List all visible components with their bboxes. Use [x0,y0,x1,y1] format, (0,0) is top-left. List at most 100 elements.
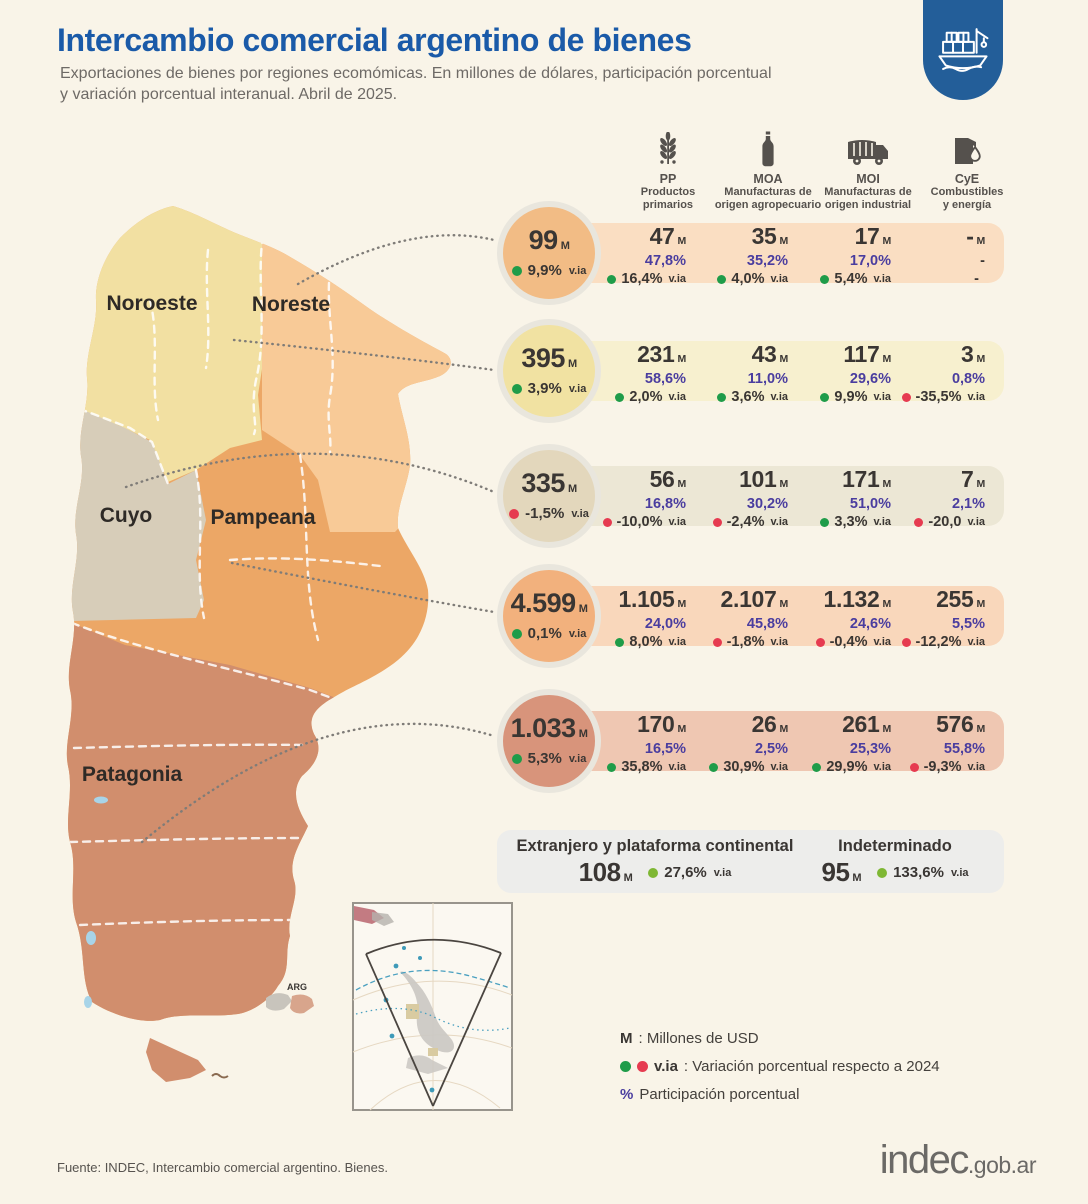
trend-dot [607,275,617,284]
legend-millions: M: Millones de USD [620,1030,759,1047]
legend-variation: v.ia: Variación porcentual respecto a 20… [620,1058,940,1075]
column-header-moa: MOA Manufacturas de origen agropecuario [708,128,828,211]
region-total-badge-patagonia: 1.033 M 5,3% v.ia [497,689,601,793]
trend-dot [602,518,612,527]
region-total: 335 M [521,468,577,498]
row-strip-pampeana [556,586,1004,646]
trend-dot [509,508,520,519]
green-dot-icon [620,1061,631,1072]
cell-pampeana-moa: 2.107 M 45,8% -1,8% v.ia [656,588,788,652]
cell-patagonia-pp: 170 M 16,5% 35,8% v.ia [554,713,686,777]
map-label-noroeste: Noroeste [106,292,197,315]
region-total-badge-noroeste: 395 M 3,9% v.ia [497,319,601,423]
region-total: 395 M [521,343,577,373]
region-variation: 0,1% v.ia [511,625,586,642]
cell-pampeana-moi: 1.132 M 24,6% -0,4% v.ia [759,588,891,652]
trend-dot [615,393,625,402]
map-label-patagonia: Patagonia [82,763,183,786]
trend-dot [511,383,522,394]
trend-dot [717,393,727,402]
column-code: CyE [954,172,980,186]
region-total-badge-pampeana: 4.599 M 0,1% v.ia [497,564,601,668]
extra-extranjero: Extranjero y plataforma continental 108 M… [516,837,794,887]
indec-logo: indec .gob.ar [879,1138,1037,1182]
trend-dot [712,518,722,527]
cell-noreste-pp: 47 M 47,8% 16,4% v.ia [554,225,686,289]
page-subtitle: Exportaciones de bienes por regiones eco… [60,65,772,103]
trend-dot [709,763,719,772]
truck-icon [808,128,928,168]
bottle-icon [708,128,828,168]
region-variation: -1,5% v.ia [509,505,589,522]
column-code: MOI [856,172,880,186]
region-total-badge-cuyo: 335 M -1,5% v.ia [497,444,601,548]
antarctic-peninsula-shape [400,971,455,1053]
cell-cuyo-moi: 171 M 51,0% 3,3% v.ia [759,468,891,532]
trend-dot [815,638,825,647]
malvinas-label: ARG [287,982,307,992]
column-code: MOA [753,172,783,186]
cell-pampeana-cye: 255 M 5,5% -12,2% v.ia [853,588,985,652]
column-header-moi: MOI Manufacturas de origen industrial [808,128,928,211]
trend-dot [909,763,919,772]
extra-indeterminado: Indeterminado 95 M 133,6% v.ia [821,837,969,887]
cell-noreste-moi: 17 M 17,0% 5,4% v.ia [759,225,891,289]
cell-patagonia-cye: 576 M 55,8% -9,3% v.ia [853,713,985,777]
trend-dot [914,518,924,527]
cell-pampeana-pp: 1.105 M 24,0% 8,0% v.ia [554,588,686,652]
trend-dot [511,265,522,276]
column-header-pp: PP Productos primarios [608,128,728,211]
trend-dot [615,638,625,647]
cell-noreste-cye: -M - - [966,223,985,288]
trend-dot [877,867,888,878]
map-label-pampeana: Pampeana [210,506,315,529]
legend: M: Millones de USD v.ia: Variación porce… [620,1030,940,1114]
map-label-noreste: Noreste [252,293,330,316]
connector-lines [124,234,496,844]
region-variation: 3,9% v.ia [511,380,586,397]
cargo-ship-icon [938,28,989,72]
cell-patagonia-moa: 26 M 2,5% 30,9% v.ia [656,713,788,777]
page-title: Intercambio comercial argentino de biene… [57,22,692,58]
trend-dot [717,275,727,284]
row-strip-noreste [556,223,1004,283]
trend-dot [712,638,722,647]
cell-noroeste-pp: 231 M 58,6% 2,0% v.ia [554,343,686,407]
region-total: 4.599 M [510,588,588,618]
trend-dot [901,393,911,402]
cell-cuyo-pp: 56 M 16,8% -10,0% v.ia [554,468,686,532]
trend-dot [812,763,822,772]
column-code: PP [659,172,677,186]
legend-share: % Participación porcentual [620,1086,800,1103]
row-strip-cuyo [556,466,1004,526]
isla-estados-shape [211,1073,229,1079]
region-variation: 9,9% v.ia [511,262,586,279]
wheat-icon [608,128,728,168]
extras-panel [497,830,1004,893]
cell-cuyo-moa: 101 M 30,2% -2,4% v.ia [656,468,788,532]
row-strip-noroeste [556,341,1004,401]
antarctica-inset-map [352,902,513,1111]
cell-patagonia-moi: 261 M 25,3% 29,9% v.ia [759,713,891,777]
cell-noreste-moa: 35 M 35,2% 4,0% v.ia [656,225,788,289]
cell-noroeste-moa: 43 M 11,0% 3,6% v.ia [656,343,788,407]
column-header-cye: CyE Combustibles y energía [907,128,1027,211]
fuel-icon [907,128,1027,168]
trend-dot [820,393,830,402]
region-variation: 5,3% v.ia [511,750,586,767]
region-total: 1.033 M [510,713,588,743]
trend-dot [607,763,617,772]
trend-dot [648,867,659,878]
region-total: 99 M [528,225,570,255]
tierra-del-fuego-shape [146,1038,206,1082]
trend-dot [820,518,830,527]
trend-dot [511,753,522,764]
row-strip-patagonia [556,711,1004,771]
trend-dot [511,628,522,639]
indec-ship-badge [923,0,1003,100]
source-note: Fuente: INDEC, Intercambio comercial arg… [57,1160,388,1175]
trend-dot [820,275,830,284]
